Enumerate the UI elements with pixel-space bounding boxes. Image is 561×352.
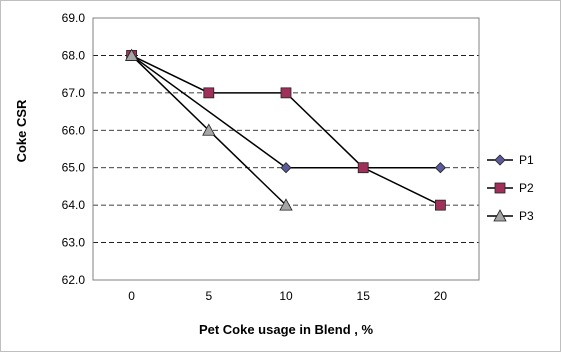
series-group (124, 48, 446, 211)
y-tick-label: 67.0 (62, 86, 86, 100)
x-tick-label: 20 (434, 289, 448, 303)
legend-marker-p1 (494, 154, 506, 166)
plot-area-frame (92, 17, 480, 281)
legend: P1 P2 P3 (487, 153, 534, 223)
x-axis-title: Pet Coke usage in Blend , % (199, 322, 374, 337)
data-point-p2 (203, 87, 215, 99)
series-p1 (126, 49, 446, 174)
legend-item-p3: P3 (487, 209, 534, 223)
y-tick-label: 68.0 (62, 48, 86, 62)
y-tick-label: 69.0 (62, 11, 86, 25)
legend-label-p3: P3 (519, 209, 534, 223)
axes: 62.0 63.0 64.0 65.0 66.0 67.0 68.0 69.0 0 5 10 15 20 (62, 11, 480, 303)
data-point-p2 (357, 162, 369, 174)
legend-marker-p2 (494, 182, 506, 194)
y-tick-label: 62.0 (62, 273, 86, 287)
y-tick-label: 66.0 (62, 123, 86, 137)
data-point-p2 (434, 199, 446, 211)
legend-label-p2: P2 (519, 181, 534, 195)
legend-item-p1: P1 (487, 153, 534, 167)
x-tick-label: 10 (279, 289, 293, 303)
data-point-p2 (280, 87, 292, 99)
data-point-p3 (202, 123, 216, 136)
data-point-p3 (279, 198, 293, 211)
series-line-p1 (131, 54, 441, 169)
data-point-p3 (124, 48, 139, 61)
legend-marker-p3 (493, 209, 507, 222)
x-tick-label: 15 (357, 289, 371, 303)
y-tick-label: 65.0 (62, 161, 86, 175)
y-axis-title: Coke CSR (14, 99, 29, 162)
y-tick-label: 64.0 (62, 198, 86, 212)
x-tick-label: 0 (128, 289, 135, 303)
data-point-p1 (434, 162, 446, 174)
legend-label-p1: P1 (519, 153, 534, 167)
y-tick-label: 63.0 (62, 236, 86, 250)
legend-item-p2: P2 (487, 181, 534, 195)
series-p3 (124, 48, 293, 211)
data-point-p1 (280, 162, 292, 174)
x-tick-label: 5 (205, 289, 212, 303)
